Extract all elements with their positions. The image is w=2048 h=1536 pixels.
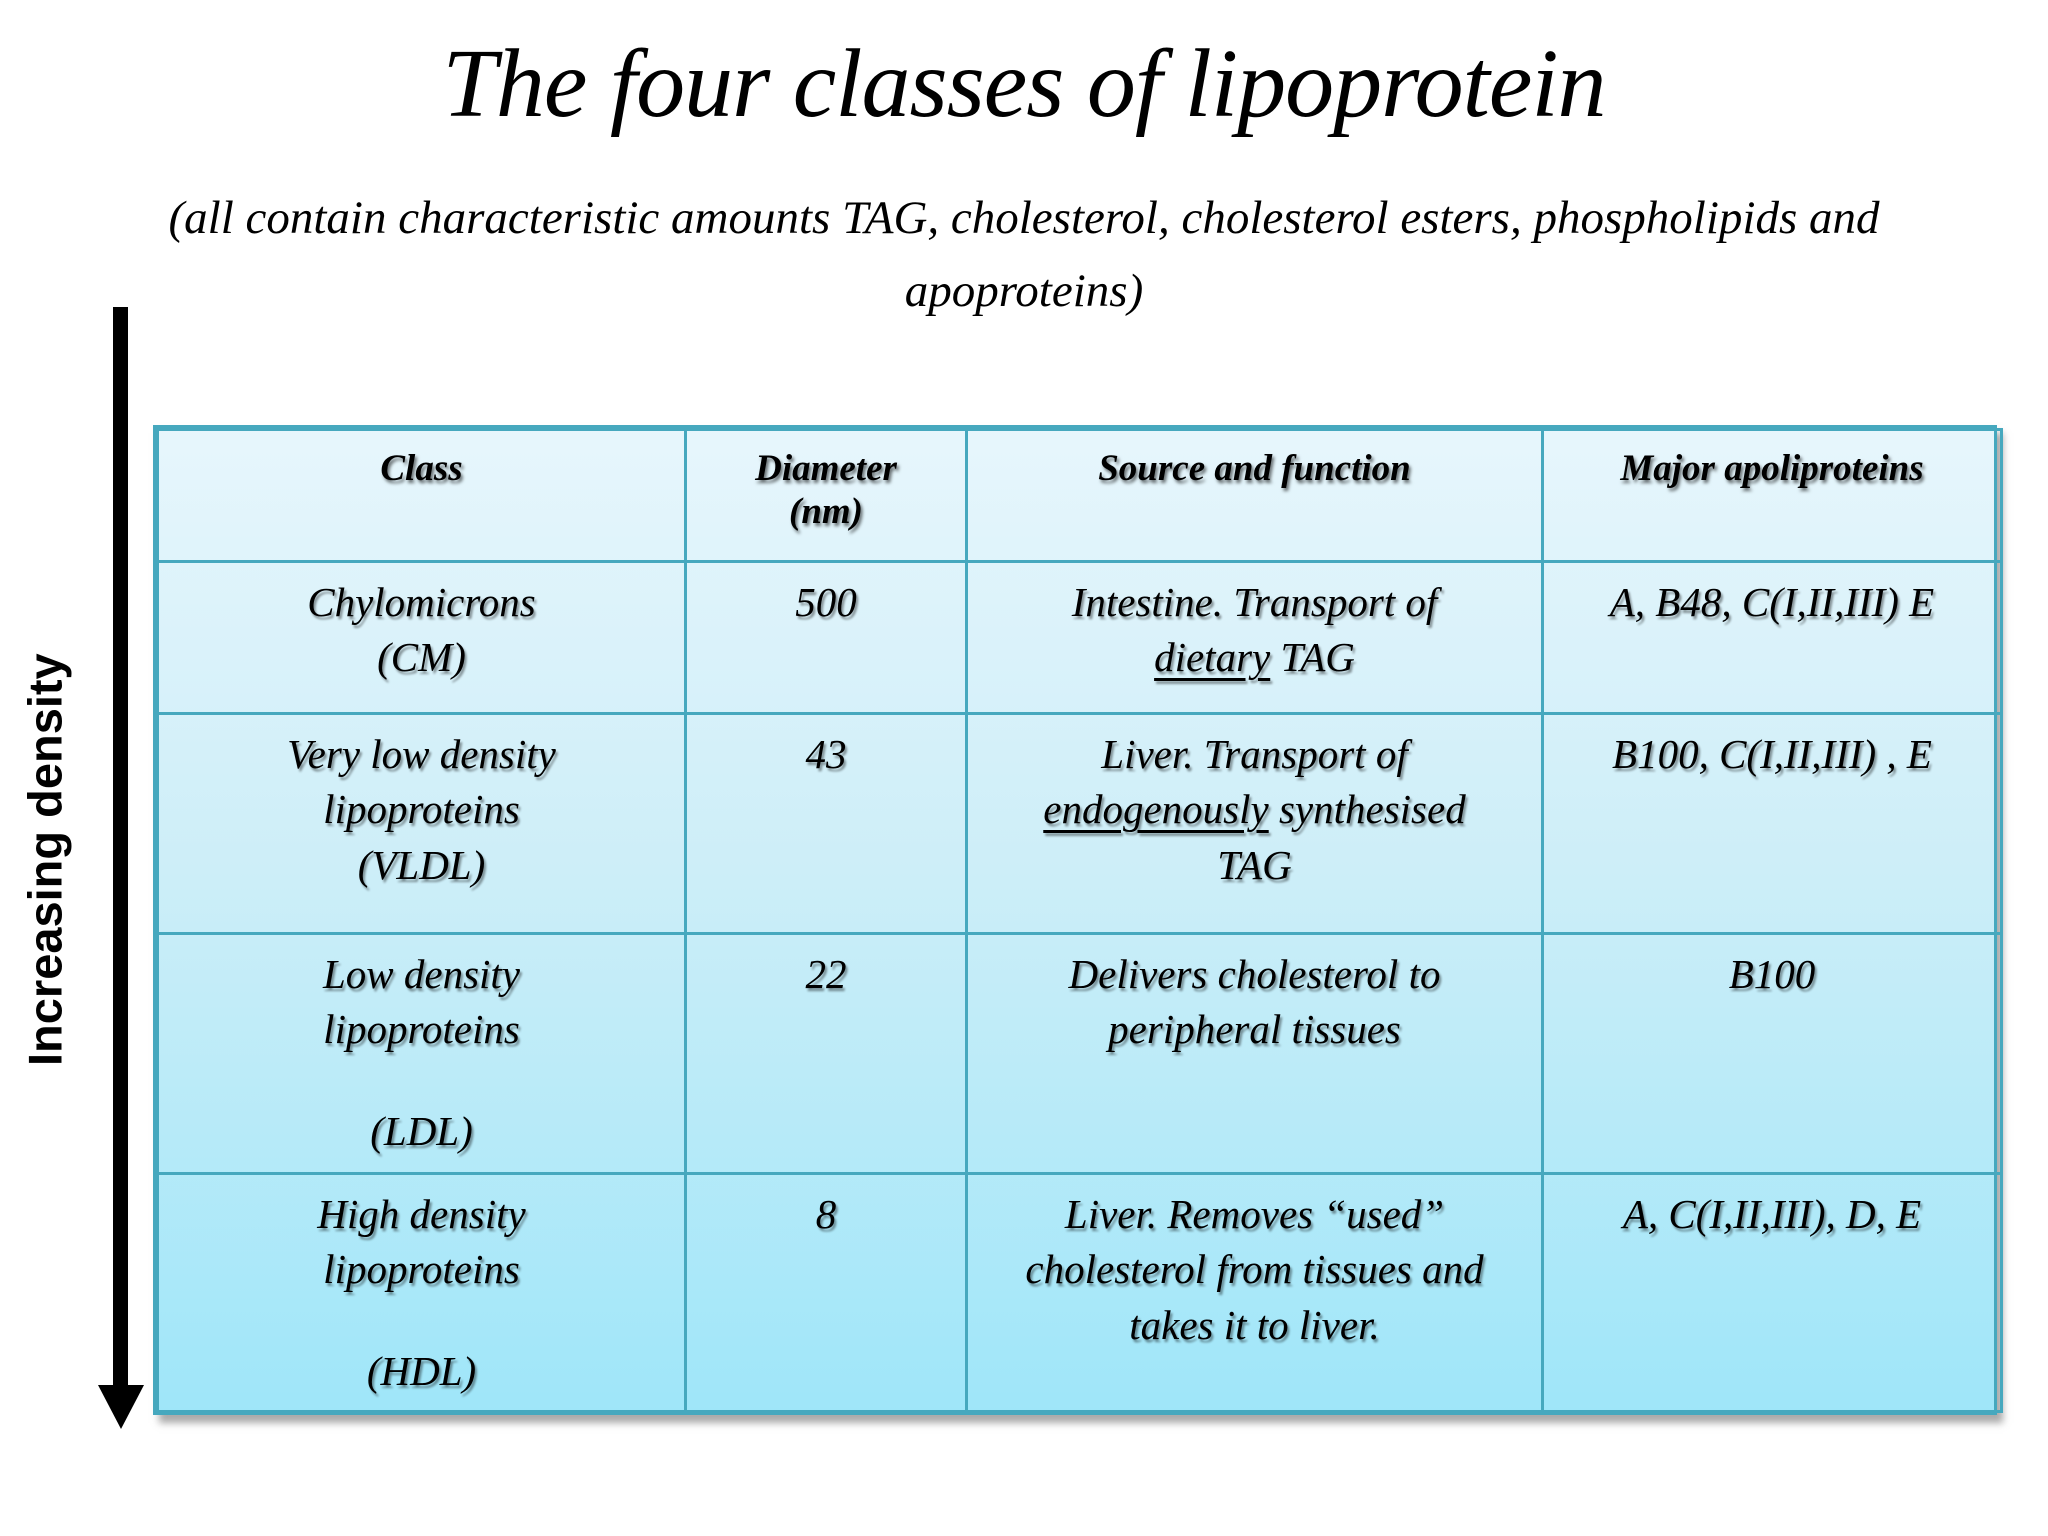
lipoprotein-table-container: Class Diameter (nm) Source and function … [153, 425, 2003, 1415]
subtitle-line-2: apoproteins) [904, 264, 1144, 317]
header-diameter: Diameter (nm) [684, 428, 968, 563]
header-source-function-label: Source and function [1098, 448, 1411, 489]
header-apolipoproteins: Major apoliproteins [1541, 428, 2003, 563]
cell-apolipoproteins: A, C(I,II,III), D, E [1541, 1172, 2003, 1413]
table-row-vldl: Very low density lipoproteins (VLDL) 43 … [156, 712, 2003, 935]
lipoprotein-table: Class Diameter (nm) Source and function … [156, 428, 2003, 1413]
cell-diameter: 8 [684, 1172, 968, 1413]
table-row-chylomicrons: Chylomicrons (CM) 500 Intestine. Transpo… [156, 560, 2003, 715]
cell-function: Intestine. Transport of dietary TAG [965, 560, 1544, 715]
cell-apolipoproteins: B100 [1541, 932, 2003, 1175]
lipoprotein-abbr: (VLDL) [357, 841, 486, 888]
function-underlined: dietary [1154, 634, 1271, 681]
function-text: Liver. Removes “used” cholesterol from t… [1015, 1187, 1495, 1353]
cell-diameter: 500 [684, 560, 968, 715]
lipoprotein-abbr: (LDL) [370, 1107, 473, 1154]
function-post: synthesised TAG [1217, 786, 1466, 888]
header-diameter-label: Diameter (nm) [755, 448, 897, 532]
lipoprotein-name: Low density lipoproteins [322, 951, 521, 1053]
table-header-row: Class Diameter (nm) Source and function … [156, 428, 2003, 563]
density-arrow-shaft [113, 307, 128, 1385]
cell-apolipoproteins: B100, C(I,II,III) , E [1541, 712, 2003, 935]
header-class-label: Class [380, 448, 463, 489]
cell-diameter: 22 [684, 932, 968, 1175]
page-title: The four classes of lipoprotein [442, 30, 1606, 138]
table-row-ldl: Low density lipoproteins (LDL) 22 Delive… [156, 932, 2003, 1175]
function-text: Intestine. Transport of dietary TAG [1015, 575, 1495, 686]
function-pre: Intestine. Transport of [1071, 579, 1438, 625]
cell-class: Low density lipoproteins (LDL) [156, 932, 687, 1175]
lipoprotein-abbr: (CM) [377, 634, 466, 681]
cell-apolipoproteins: A, B48, C(I,II,III) E [1541, 560, 2003, 715]
lipoprotein-name: Very low density lipoproteins [287, 731, 556, 833]
function-pre: Liver. Transport of [1101, 731, 1408, 777]
cell-class: High density lipoproteins (HDL) [156, 1172, 687, 1413]
cell-function: Delivers cholesterol to peripheral tissu… [965, 932, 1544, 1175]
cell-class: Very low density lipoproteins (VLDL) [156, 712, 687, 935]
increasing-density-label: Increasing density [18, 653, 72, 1067]
header-apolipoproteins-label: Major apoliproteins [1620, 448, 1924, 489]
function-text: Liver. Transport of endogenously synthes… [1015, 727, 1495, 893]
down-arrow-icon [98, 1385, 144, 1429]
function-pre: Delivers cholesterol to peripheral tissu… [1068, 951, 1441, 1053]
lipoprotein-name: High density lipoproteins [317, 1191, 526, 1293]
cell-function: Liver. Removes “used” cholesterol from t… [965, 1172, 1544, 1413]
function-post: TAG [1270, 634, 1355, 681]
function-pre: Liver. Removes “used” cholesterol from t… [1025, 1191, 1484, 1348]
lipoprotein-abbr: (HDL) [366, 1347, 477, 1394]
table-row-hdl: High density lipoproteins (HDL) 8 Liver.… [156, 1172, 2003, 1413]
lipoprotein-name: Chylomicrons [307, 579, 536, 625]
function-underlined: endogenously [1043, 786, 1269, 833]
subtitle-line-1: (all contain characteristic amounts TAG,… [168, 192, 1880, 244]
function-text: Delivers cholesterol to peripheral tissu… [1015, 947, 1495, 1058]
cell-diameter: 43 [684, 712, 968, 935]
page-subtitle: (all contain characteristic amounts TAG,… [0, 182, 2048, 328]
cell-function: Liver. Transport of endogenously synthes… [965, 712, 1544, 935]
header-class: Class [156, 428, 687, 563]
header-source-function: Source and function [965, 428, 1544, 563]
cell-class: Chylomicrons (CM) [156, 560, 687, 715]
